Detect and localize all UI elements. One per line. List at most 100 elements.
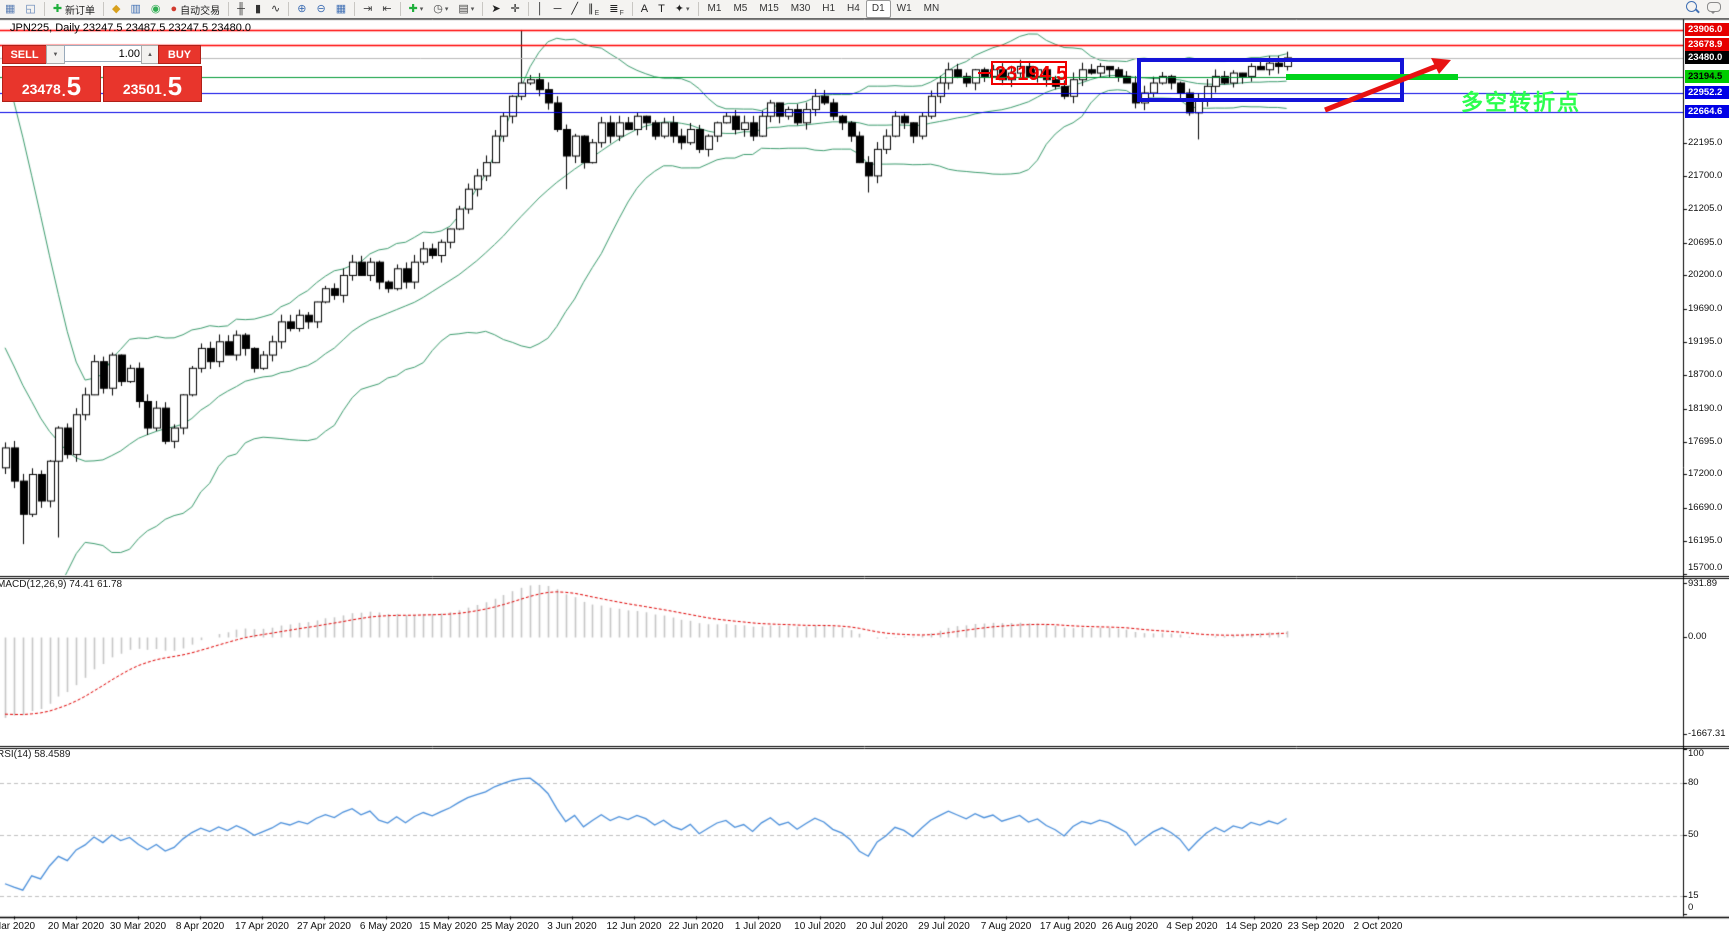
trendline-icon: ╱ [571,3,579,15]
price-callout-box[interactable]: 23194.5 [991,61,1067,85]
timeframe-m15-button[interactable]: M15 [759,3,779,14]
zoom-out-button[interactable]: ⊖ [312,0,329,18]
indicators-caret-icon: ▾ [419,6,424,13]
cursor-button[interactable]: ➤ [487,0,504,18]
signals-icon: ◉ [150,3,161,15]
date-tick-label: Mar 2020 [0,921,36,932]
price-tick-label: 20695.0 [1688,236,1723,248]
date-tick-label: 17 Apr 2020 [235,921,289,932]
turning-point-annotation[interactable]: 多空转折点 [1461,90,1582,115]
signals-button[interactable]: ◉ [147,0,165,18]
timeframe-mn-button[interactable]: MN [923,3,940,14]
buy-price-box[interactable]: 23501. 5 [103,66,202,102]
equidistant-channel-button[interactable]: ∥ E [584,0,603,18]
text-button[interactable]: A [637,0,652,18]
chat-icon[interactable] [1707,1,1721,14]
new-chart-button[interactable]: ▦ [1,0,19,18]
sell-price-box[interactable]: 23478. 5 [2,66,101,102]
support-bar-annotation[interactable] [1286,74,1458,80]
price-tick-label: 22195.0 [1688,137,1723,149]
price-callout-tick [978,72,991,74]
sell-price-pips: 5 [66,71,82,101]
new-order-button[interactable]: ✚ 新订单 [49,0,99,18]
line-chart-type-button[interactable]: ∿ [267,0,284,18]
chart-shift-icon: ⇤ [382,3,392,15]
search-icon[interactable] [1686,1,1697,12]
periods-icon: ◷ [433,3,443,15]
toolbar-group: A T ✦ ▾ [636,0,695,18]
volume-input[interactable] [64,45,144,62]
price-tick-label: 18700.0 [1688,368,1723,380]
chart-shift-button[interactable]: ⇤ [378,0,395,18]
arrows-button[interactable]: ✦ ▾ [671,0,694,18]
candlestick-type-icon: ▮ [254,3,262,15]
trendline-button[interactable]: ╱ [567,0,582,18]
toolbar-separator [103,2,105,16]
volume-up-button[interactable]: ▲ [141,45,159,64]
timeframe-d1-button[interactable]: D1 [865,0,891,18]
indicators-button[interactable]: ✚ ▾ [405,0,428,18]
tile-windows-button[interactable]: ▦ [332,0,350,18]
price-tick-label: 17695.0 [1688,435,1723,447]
timeframe-w1-button[interactable]: W1 [896,3,912,14]
text-label-icon: T [658,3,665,15]
equidistant-channel-icon: ∥ [588,3,594,15]
price-tick-label: 18190.0 [1688,402,1723,414]
vertical-line-icon: │ [536,3,544,15]
auto-scroll-button[interactable]: ⇥ [359,0,376,18]
crosshair-button[interactable]: ✛ [507,0,524,18]
price-level-badge: 23906.0 [1685,23,1729,37]
rsi-tick-label: 0 [1688,902,1694,913]
fibonacci-button[interactable]: ≣ F [605,0,628,18]
vertical-line-button[interactable]: │ [533,0,548,18]
market-watch-button[interactable]: ▥ [127,0,145,18]
horizontal-line-button[interactable]: ─ [550,0,566,18]
periods-caret-icon: ▾ [444,6,449,13]
metaeditor-button[interactable]: ◆ [108,0,124,18]
macd-tick-label: -1667.31 [1688,727,1726,739]
new-order-label: 新订单 [65,5,96,17]
timeframe-m5-button[interactable]: M5 [733,3,748,14]
price-tick-label: 21700.0 [1688,169,1723,181]
templates-caret-icon: ▾ [470,6,475,13]
macd-label: MACD(12,26,9) 74.41 61.78 [0,579,123,590]
periods-button[interactable]: ◷ ▾ [429,0,452,18]
date-tick-label: 4 Sep 2020 [1166,921,1218,932]
templates-button[interactable]: ▤ ▾ [454,0,478,18]
date-tick-label: 3 Jun 2020 [547,921,597,932]
candlestick-type-button[interactable]: ▮ [251,0,265,18]
zoom-in-button[interactable]: ⊕ [293,0,310,18]
price-level-badge: 23480.0 [1685,51,1729,65]
price-level-badge: 22664.6 [1685,105,1729,119]
autotrading-button[interactable]: ● 自动交易 [167,0,225,18]
timeframe-m30-button[interactable]: M30 [790,3,811,14]
profiles-button[interactable]: ◱ [21,0,39,18]
date-tick-label: 27 Apr 2020 [297,921,351,932]
line-chart-type-icon: ∿ [271,3,281,15]
text-label-button[interactable]: T [654,0,669,18]
timeframe-m1-button[interactable]: M1 [707,3,722,14]
profiles-icon: ◱ [25,3,36,15]
sell-button[interactable]: SELL [2,45,47,64]
price-tick-label: 15700.0 [1688,562,1723,573]
rsi-tick-label: 50 [1688,829,1699,840]
date-tick-label: 22 Jun 2020 [668,921,724,932]
buy-button[interactable]: BUY [158,45,201,64]
toolbar-group: │ ─ ╱ ∥ E ≣ F [532,0,629,18]
volume-dropdown-button[interactable]: ▼ [46,45,65,64]
fibonacci-icon: ≣ [609,3,619,15]
toolbar-separator [228,2,230,16]
timeframe-h4-button[interactable]: H4 [847,3,860,14]
rsi-tick-label: 100 [1688,748,1704,759]
bar-chart-type-button[interactable]: ╫ [233,0,249,18]
price-tick-label: 21205.0 [1688,202,1723,214]
timeframe-h1-button[interactable]: H1 [822,3,836,14]
new-order-icon: ✚ [52,3,63,15]
equidistant-channel-suffix: E [594,10,600,17]
date-tick-label: 25 May 2020 [481,921,539,932]
date-tick-label: 29 Jul 2020 [918,921,970,932]
indicators-icon: ✚ [408,3,418,15]
toolbar-separator [354,2,356,16]
